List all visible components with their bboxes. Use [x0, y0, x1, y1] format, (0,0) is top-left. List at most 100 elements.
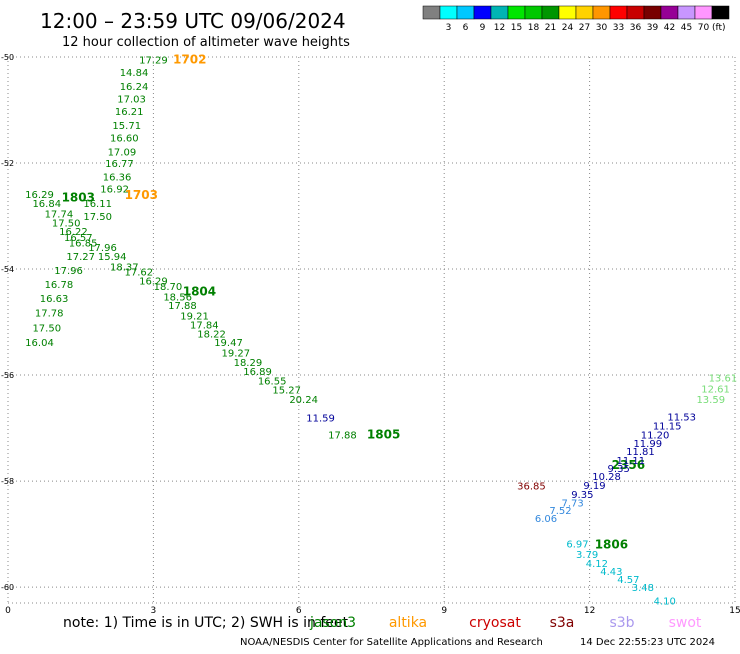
scale-label: 39	[647, 23, 659, 33]
track-time-label: 1803	[62, 190, 95, 204]
wave-height-label: 9.35	[608, 464, 630, 475]
wave-height-label: 16.55	[258, 376, 287, 387]
wave-height-label: 19.47	[214, 338, 243, 349]
wave-height-label: 18.29	[234, 358, 263, 369]
scale-swatch	[490, 5, 509, 20]
scale-label: 30	[596, 23, 608, 33]
x-tick-label: 9	[441, 606, 447, 616]
wave-height-label: 16.89	[243, 367, 272, 378]
wave-height-label: 11.81	[626, 447, 655, 458]
wave-height-label: 16.57	[64, 233, 93, 244]
wave-height-label: 17.88	[168, 301, 197, 312]
legend-note: note: 1) Time is in UTC; 2) SWH is in fe…	[63, 615, 349, 631]
y-tick-label: -56	[1, 371, 14, 380]
wave-height-label: 20.24	[289, 395, 318, 406]
wave-height-label: 16.85	[69, 239, 98, 250]
track-time-label: 1703	[125, 188, 158, 202]
scale-swatch	[558, 5, 577, 20]
wave-height-label: 18.70	[154, 282, 183, 293]
wave-height-label: 11.59	[306, 413, 335, 424]
generated-timestamp: 14 Dec 22:55:23 UTC 2024	[580, 637, 715, 648]
wave-height-label: 16.63	[40, 294, 69, 305]
wave-height-label: 16.77	[105, 159, 134, 170]
x-tick-label: 15	[729, 606, 740, 616]
scale-label: 24	[562, 23, 574, 33]
scale-swatch	[609, 5, 628, 20]
wave-height-label: 17.88	[328, 430, 357, 441]
wave-height-label: 17.09	[108, 147, 137, 158]
credit-line: NOAA/NESDIS Center for Satellite Applica…	[240, 637, 543, 648]
x-tick-label: 0	[5, 606, 11, 616]
wave-height-label: 16.36	[103, 172, 132, 183]
scale-unit-label: (ft)	[712, 23, 726, 33]
scale-swatch	[626, 5, 645, 20]
scale-swatch	[507, 5, 526, 20]
wave-height-label: 36.85	[517, 481, 546, 492]
wave-height-label: 4.57	[617, 575, 639, 586]
scale-swatch	[711, 5, 730, 20]
wave-height-label: 16.60	[110, 134, 139, 145]
wave-height-label: 7.73	[562, 498, 584, 509]
scale-swatch	[660, 5, 679, 20]
scale-swatch	[439, 5, 458, 20]
scale-label: 36	[630, 23, 642, 33]
wave-height-label: 15.94	[98, 252, 127, 263]
track-time-label: 1702	[173, 53, 206, 67]
wave-height-label: 16.92	[100, 184, 129, 195]
wave-height-label: 18.37	[110, 262, 139, 273]
scale-label: 21	[545, 23, 556, 33]
wave-height-label: 16.22	[59, 227, 88, 238]
color-scale-legend: 3 6 9 12 15 18 21 24 27 30 33 36 39 42 45 70	[422, 5, 730, 33]
scale-swatch	[456, 5, 475, 20]
wave-height-label: 15.71	[112, 121, 141, 132]
wave-height-label: 16.21	[115, 107, 144, 118]
chart-title: 12:00 – 23:59 UTC 09/06/2024	[40, 9, 346, 33]
wave-height-label: 16.04	[25, 338, 54, 349]
wave-height-label: 9.35	[571, 490, 593, 501]
wave-height-label: 13.59	[696, 395, 725, 406]
wave-height-label: 16.29	[139, 277, 168, 288]
scale-label: 12	[494, 23, 505, 33]
wave-height-label: 19.21	[180, 312, 209, 323]
wave-height-label: 9.19	[583, 481, 605, 492]
scale-swatch	[422, 5, 441, 20]
x-tick-label: 3	[151, 606, 157, 616]
wave-height-label: 4.10	[654, 596, 676, 607]
scale-swatch	[473, 5, 492, 20]
x-axis-ticks: 0 3 6 9 12 15	[5, 606, 740, 616]
wave-height-label: 17.96	[54, 266, 83, 277]
scale-label: 45	[681, 23, 692, 33]
track-time-label: 2356	[612, 458, 645, 472]
track-time-label: 1806	[595, 538, 628, 552]
scale-label: 3	[446, 23, 452, 33]
wave-height-label: 17.78	[35, 309, 64, 320]
y-tick-label: -58	[1, 477, 14, 486]
scale-label: 33	[613, 23, 624, 33]
wave-height-label: 13.61	[709, 374, 738, 385]
wave-height-label: 17.74	[45, 209, 74, 220]
satellite-legend-altika: altika	[389, 615, 427, 631]
wave-height-label: 4.43	[600, 567, 622, 578]
wave-height-label: 18.22	[197, 330, 226, 341]
scale-label: 18	[528, 23, 540, 33]
scale-label: 27	[579, 23, 590, 33]
x-tick-label: 12	[584, 606, 595, 616]
scale-swatch	[541, 5, 560, 20]
wave-height-label: 16.11	[83, 199, 112, 210]
wave-height-label: 17.50	[32, 323, 61, 334]
scale-swatch	[677, 5, 696, 20]
wave-height-label: 3.48	[632, 583, 654, 594]
wave-height-label: 17.29	[139, 56, 168, 67]
wave-height-label: 16.78	[45, 280, 74, 291]
satellite-legend-s3a: s3a	[550, 615, 575, 631]
satellite-legend-cryosat: cryosat	[469, 615, 521, 631]
wave-height-label: 3.79	[576, 550, 598, 561]
satellite-legend-s3b: s3b	[609, 615, 634, 631]
scale-swatch	[694, 5, 713, 20]
y-axis-ticks: -50 -52 -54 -56 -58 -60	[1, 53, 14, 592]
wave-height-label: 17.96	[88, 243, 117, 254]
scale-swatch	[592, 5, 611, 20]
